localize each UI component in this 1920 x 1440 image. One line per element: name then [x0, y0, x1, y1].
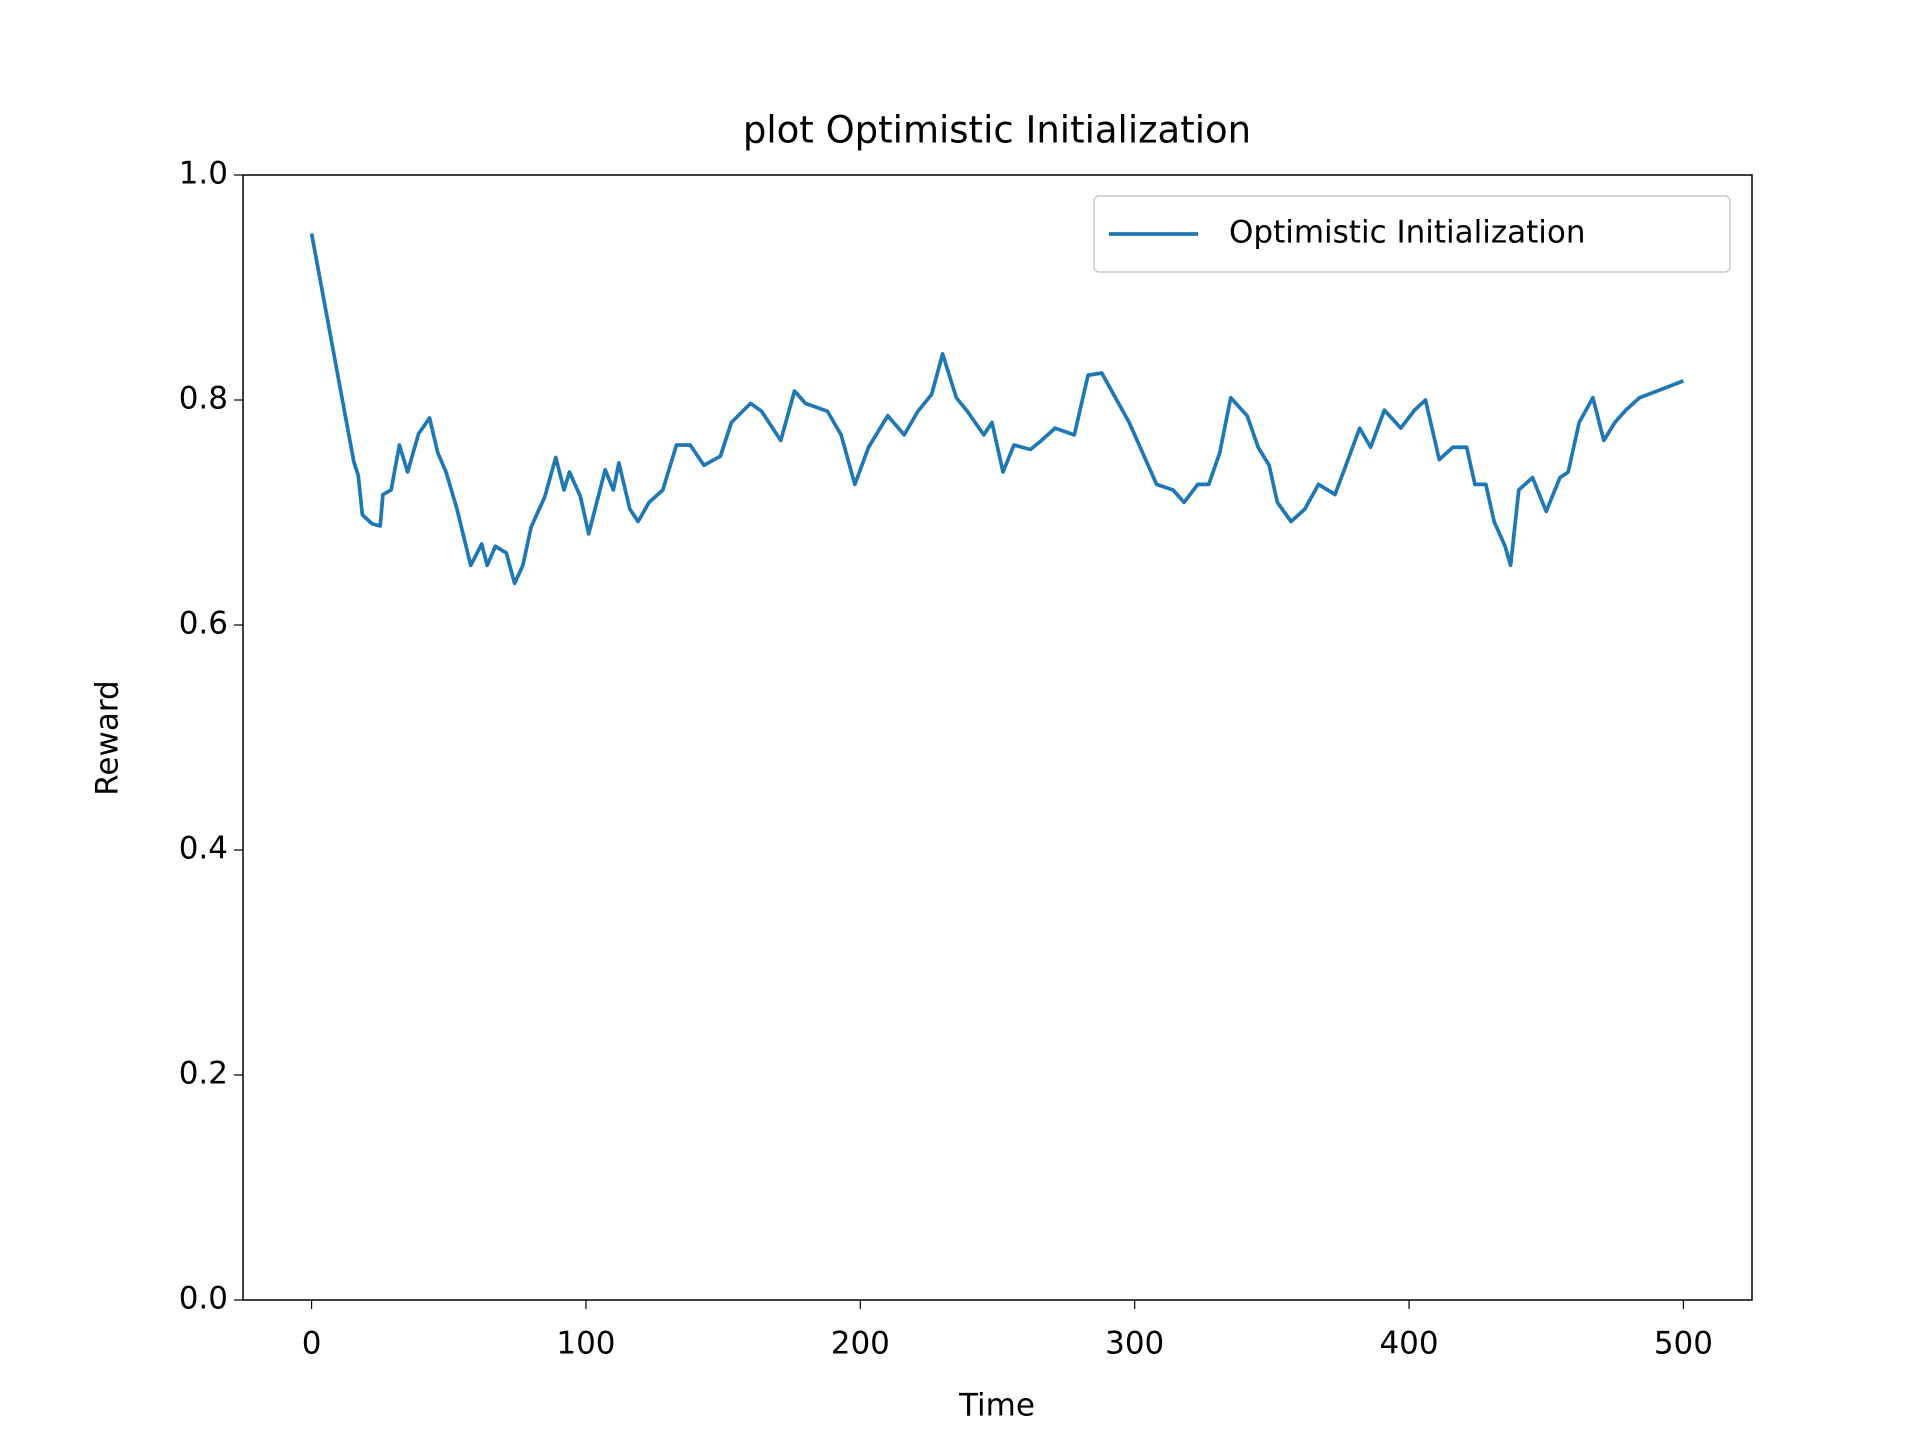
- data-line: [309, 233, 1685, 586]
- x-tick-label: 400: [1379, 1326, 1438, 1362]
- legend-box: [1093, 195, 1731, 273]
- x-axis-label: Time: [958, 1388, 1035, 1424]
- y-tick-label: 1.0: [179, 156, 228, 192]
- legend-label: Optimistic Initialization: [1229, 215, 1586, 251]
- plot-frame: [242, 174, 1753, 1301]
- x-tick-label: 500: [1654, 1326, 1713, 1362]
- y-tick-label: 0.8: [179, 381, 228, 417]
- y-tick-label: 0.0: [179, 1281, 228, 1317]
- y-axis-label: Reward: [90, 680, 126, 795]
- y-tick-label: 0.2: [179, 1056, 228, 1092]
- x-tick-label: 100: [556, 1326, 615, 1362]
- x-tick-label: 300: [1105, 1326, 1164, 1362]
- x-tick-label: 0: [302, 1326, 322, 1362]
- chart-title: plot Optimistic Initialization: [743, 109, 1251, 152]
- x-tick-label: 200: [831, 1326, 890, 1362]
- y-tick-label: 0.4: [179, 831, 228, 867]
- y-tick-label: 0.6: [179, 606, 228, 642]
